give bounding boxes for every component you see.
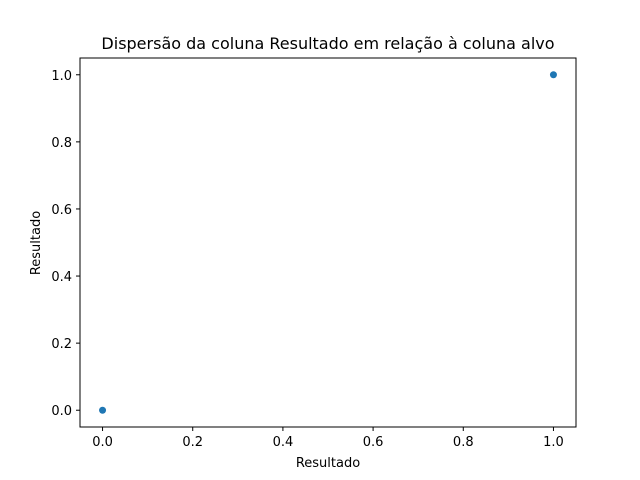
axes-frame <box>79 57 577 428</box>
y-tick-label: 1.0 <box>51 69 72 84</box>
x-tick-label: 1.0 <box>543 435 564 450</box>
x-axis-ticks: 0.0 0.2 0.4 0.6 0.8 1.0 <box>92 427 564 450</box>
chart-title: Dispersão da coluna Resultado em relação… <box>101 34 554 53</box>
y-tick-label: 0.2 <box>51 337 72 352</box>
y-tick-label: 0.8 <box>51 136 72 151</box>
x-tick-label: 0.4 <box>273 435 294 450</box>
y-tick-label: 0.6 <box>51 203 72 218</box>
y-tick-label: 0.0 <box>51 404 72 419</box>
x-tick-label: 0.0 <box>92 435 113 450</box>
y-tick-label: 0.4 <box>51 270 72 285</box>
x-tick-label: 0.2 <box>182 435 203 450</box>
y-axis-label: Resultado <box>29 211 44 275</box>
scatter-point <box>549 71 557 79</box>
data-points <box>99 71 557 414</box>
y-axis-ticks: 0.0 0.2 0.4 0.6 0.8 1.0 <box>51 69 80 419</box>
scatter-point <box>99 406 107 414</box>
x-axis-label: Resultado <box>296 456 360 471</box>
x-tick-label: 0.8 <box>453 435 474 450</box>
x-tick-label: 0.6 <box>363 435 384 450</box>
